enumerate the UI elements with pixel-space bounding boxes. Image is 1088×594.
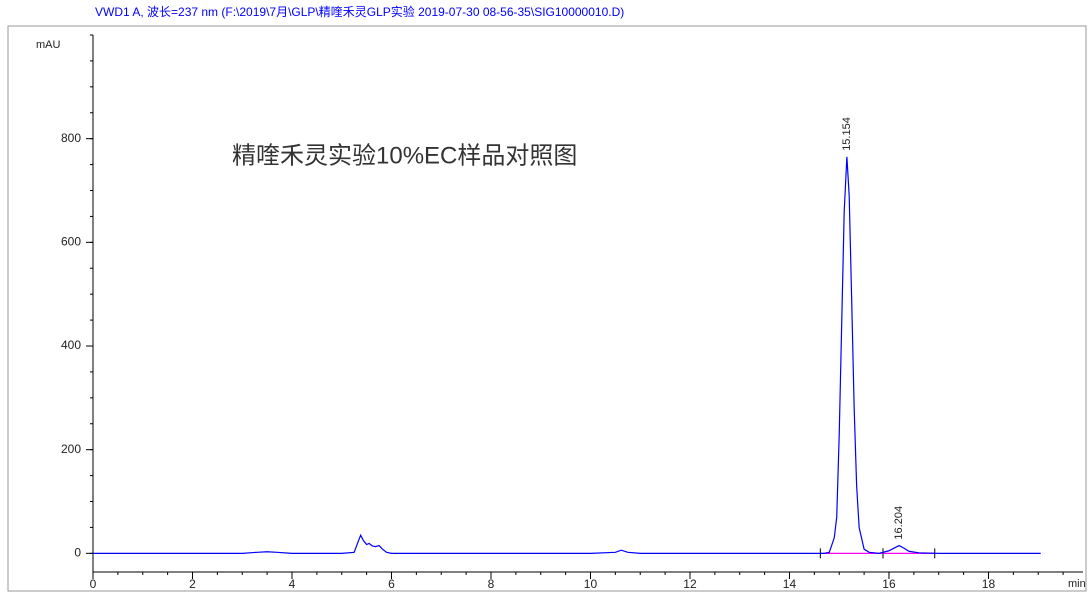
x-tick-label: 16 bbox=[882, 577, 896, 591]
frame bbox=[7, 25, 1087, 592]
x-tick-label: 4 bbox=[289, 577, 296, 591]
y-axis-label: mAU bbox=[36, 39, 61, 51]
y-tick-label: 600 bbox=[61, 235, 81, 249]
y-tick-label: 800 bbox=[61, 131, 81, 145]
x-axis-label: min bbox=[1068, 578, 1086, 590]
y-tick-label: 0 bbox=[74, 546, 81, 560]
y-tick-label: 200 bbox=[61, 442, 81, 456]
x-tick-label: 0 bbox=[90, 577, 97, 591]
x-tick-label: 8 bbox=[488, 577, 495, 591]
x-tick-label: 18 bbox=[982, 577, 996, 591]
chart-title: VWD1 A, 波长=237 nm (F:\2019\7月\GLP\精喹禾灵GL… bbox=[95, 4, 624, 19]
y-tick-label: 400 bbox=[61, 338, 81, 352]
x-tick-label: 2 bbox=[189, 577, 196, 591]
annotation: 精喹禾灵实验10%EC样品对照图 bbox=[232, 142, 577, 169]
peak-label: 15.154 bbox=[841, 117, 853, 151]
trace bbox=[93, 156, 1041, 554]
x-tick-label: 12 bbox=[683, 577, 697, 591]
x-tick-label: 6 bbox=[388, 577, 395, 591]
peak-label: 16.204 bbox=[893, 506, 905, 540]
x-tick-label: 10 bbox=[584, 577, 598, 591]
x-tick-label: 14 bbox=[783, 577, 797, 591]
